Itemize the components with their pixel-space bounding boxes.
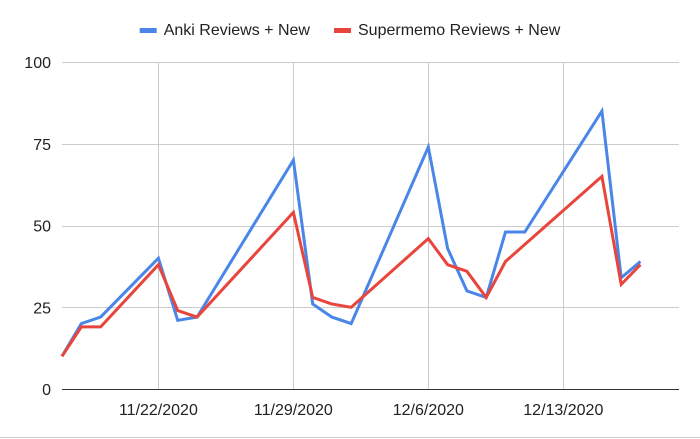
y-tick-label: 100 [24, 55, 51, 72]
legend-swatch [334, 28, 351, 33]
grid-layer [62, 62, 679, 389]
legend-swatch [139, 28, 157, 33]
legend: Anki Reviews + New Supermemo Reviews + Ne… [139, 22, 561, 39]
series-layer [60, 106, 642, 358]
legend-label: Anki Reviews + New [164, 22, 311, 39]
legend-item: Supermemo Reviews + New [334, 22, 561, 39]
y-tick-label: 75 [33, 137, 51, 154]
series-line-supermemo [60, 173, 642, 358]
axis-layer: 0 25 50 75 100 11/22/2020 11/29/2020 12/6/2020 1… [24, 55, 679, 419]
series-line-anki [60, 106, 642, 358]
y-tick-label: 0 [42, 382, 51, 399]
legend-item: Anki Reviews + New [139, 22, 311, 39]
x-tick-label: 12/6/2020 [393, 402, 464, 419]
legend-label: Supermemo Reviews + New [358, 22, 561, 39]
x-tick-label: 11/22/2020 [119, 402, 198, 419]
x-tick-label: 12/13/2020 [523, 402, 603, 419]
y-tick-label: 25 [33, 300, 51, 317]
x-tick-label: 11/29/2020 [254, 402, 333, 419]
y-tick-label: 50 [33, 219, 51, 236]
